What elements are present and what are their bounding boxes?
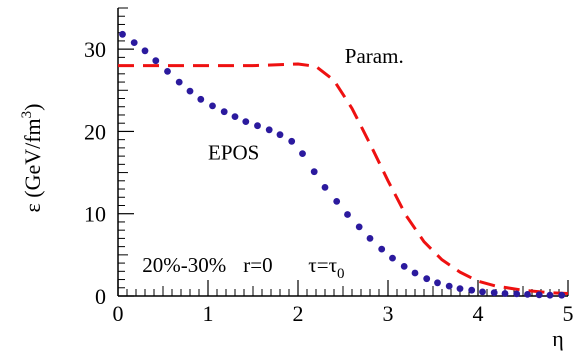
epos-data-point xyxy=(164,68,171,75)
epos-data-point xyxy=(366,235,374,242)
y-axis-title: ε (GeV/fm3) xyxy=(19,104,45,213)
x-tick-label: 5 xyxy=(563,301,574,326)
epos-data-point xyxy=(265,126,273,134)
epos-data-point xyxy=(558,291,566,299)
y-tick-label: 0 xyxy=(95,284,106,309)
epos-data-point xyxy=(400,263,408,270)
epos-data-point xyxy=(468,286,476,294)
epos-data-point xyxy=(434,279,441,287)
ticks: 0 1 2 3 4 5 0 10 20 30 xyxy=(84,7,574,326)
radius-label: r=0 xyxy=(243,253,272,277)
epos-data-point xyxy=(186,87,194,95)
series-line-param xyxy=(118,62,569,295)
epos-data-point xyxy=(276,131,284,139)
x-tick-label: 1 xyxy=(203,301,214,326)
y-tick-label: 10 xyxy=(84,202,106,227)
epos-data-point xyxy=(141,47,149,55)
epos-data-point xyxy=(389,254,396,262)
epos-data-point xyxy=(535,291,543,299)
series xyxy=(118,30,569,299)
annotations: η ε (GeV/fm3) Param. EPOS 20%-30% r=0 τ=τ0 xyxy=(19,44,564,351)
epos-data-point xyxy=(490,289,498,297)
annotation-param: Param. xyxy=(345,44,404,68)
epos-data-point xyxy=(501,290,509,297)
epos-data-point xyxy=(175,78,183,86)
epos-data-point xyxy=(411,269,419,277)
annotation-epos: EPOS xyxy=(208,140,259,164)
epos-data-point xyxy=(445,282,453,290)
epos-data-point xyxy=(513,290,521,298)
epos-data-point xyxy=(310,168,318,176)
epos-data-point xyxy=(344,211,351,218)
epos-data-point xyxy=(524,291,531,298)
epos-data-point xyxy=(197,95,205,103)
epos-data-point xyxy=(378,245,386,253)
epos-data-point xyxy=(456,285,464,292)
epos-data-point xyxy=(546,291,554,299)
x-tick-label: 3 xyxy=(383,301,394,326)
epos-data-point xyxy=(355,223,363,231)
epos-data-point xyxy=(299,150,306,158)
series-points-epos xyxy=(119,30,566,299)
y-tick-label: 30 xyxy=(84,37,106,62)
epos-data-point xyxy=(130,39,138,46)
epos-data-point xyxy=(231,113,239,120)
epos-data-point xyxy=(333,198,341,205)
epos-data-point xyxy=(321,184,329,191)
epos-data-point xyxy=(288,137,296,145)
epos-data-point xyxy=(254,122,261,130)
x-tick-label: 4 xyxy=(473,301,484,326)
epos-data-point xyxy=(152,57,160,65)
epos-data-point xyxy=(220,108,228,116)
epos-data-point xyxy=(242,118,250,125)
epos-data-point xyxy=(209,102,216,110)
x-tick-label: 2 xyxy=(293,301,304,326)
tau-label: τ=τ0 xyxy=(308,253,344,282)
centrality-label: 20%-30% xyxy=(142,253,226,277)
epos-data-point xyxy=(119,30,126,38)
epos-data-point xyxy=(479,288,486,296)
x-axis-title: η xyxy=(552,326,564,351)
y-tick-label: 20 xyxy=(84,119,106,144)
epos-data-point xyxy=(423,275,431,283)
x-tick-label: 0 xyxy=(113,301,124,326)
